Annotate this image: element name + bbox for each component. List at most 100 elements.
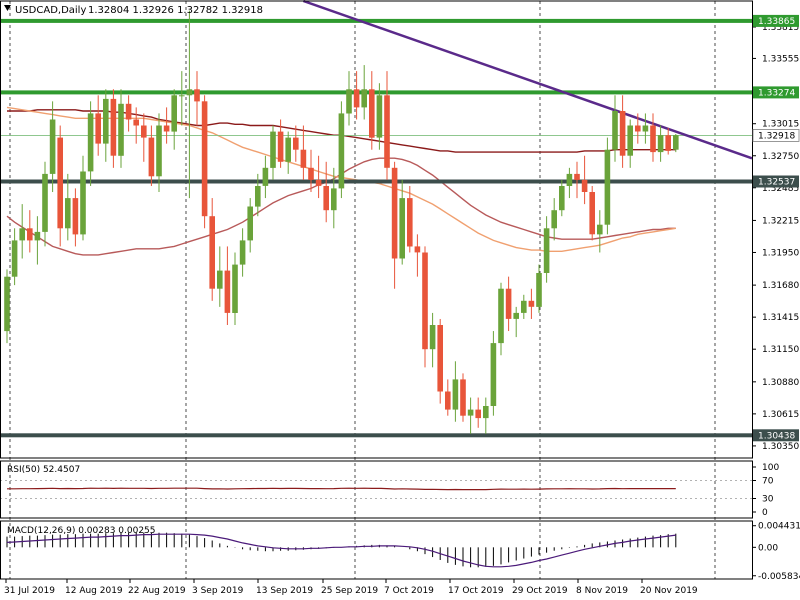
level-tag-bg [753, 429, 799, 442]
candle-body [224, 270, 231, 313]
candle-body [255, 186, 261, 207]
candle-body [323, 186, 329, 211]
candle-body [95, 113, 101, 144]
candle-body [498, 288, 504, 344]
candle-body [391, 167, 398, 259]
price-tick-label: 1.32485 [762, 184, 799, 194]
current-price-tag-text: 1.32918 [758, 131, 795, 141]
candle-body [34, 231, 41, 241]
time-tick-label: 12 Aug 2019 [65, 586, 123, 596]
candle-body [80, 171, 86, 235]
level-tag-text: 1.33865 [758, 17, 795, 27]
candle-body [635, 125, 641, 132]
candle-body [179, 95, 185, 97]
candle-body [505, 288, 512, 319]
candle-body [232, 264, 238, 313]
price-tick-label: 1.32215 [762, 216, 799, 226]
time-axis-labels: 31 Jul 2019 12 Aug 2019 22 Aug 2019 3 Sep 2… [4, 579, 698, 596]
candle-body [57, 137, 63, 229]
symbol-menu-triangle-icon[interactable] [4, 5, 11, 11]
candle-body [422, 252, 428, 350]
candle-body [27, 228, 33, 241]
candle-body [642, 125, 649, 132]
time-tick-label: 22 Aug 2019 [128, 586, 186, 596]
time-tick-label: 3 Sep 2019 [192, 586, 244, 596]
candle-body [467, 409, 474, 416]
trendline [302, 0, 753, 160]
time-tick-label: 29 Oct 2019 [512, 586, 568, 596]
candle-body [650, 125, 656, 153]
candle-body [209, 216, 215, 289]
macd-signal-line [6, 533, 676, 568]
level-line-1 [0, 18, 752, 23]
candle-body [399, 198, 405, 259]
candle-body [627, 125, 633, 156]
candle-body [604, 149, 611, 225]
candle-body [125, 103, 132, 120]
panel-frame-2 [0, 460, 753, 519]
rsi-line [7, 487, 676, 491]
candle-body [300, 149, 307, 168]
rsi-tick-label: 0 [762, 508, 768, 518]
price-tick-label: 1.30350 [762, 442, 799, 452]
candle-body [619, 111, 626, 156]
candle-body [581, 179, 588, 192]
candle-body [277, 131, 284, 162]
time-tick-label: 7 Oct 2019 [384, 586, 434, 596]
candle-body [156, 125, 162, 177]
candle-body [460, 379, 466, 416]
candle-body [513, 312, 519, 319]
time-tick-label: 25 Sep 2019 [321, 586, 378, 596]
level-tag-bg [753, 14, 799, 27]
chart-ohlc-readout: 1.32804 1.32926 1.32782 1.32918 [88, 5, 263, 16]
candles [4, 10, 679, 434]
macd-label: MACD(12,26,9) 0.00283 0.00255 [7, 526, 156, 536]
rsi-panel [0, 480, 752, 499]
time-tick-label: 17 Oct 2019 [448, 586, 504, 596]
current-price-tag-bg [752, 128, 800, 142]
candle-body [429, 325, 436, 350]
candle-body [543, 228, 550, 273]
candle-body [308, 167, 314, 180]
horizontal-levels [0, 18, 752, 438]
time-tick-label: 31 Jul 2019 [4, 586, 55, 596]
candle-body [346, 89, 352, 114]
candle-body [72, 198, 79, 235]
price-tick-label: 1.31680 [762, 281, 799, 291]
panel-frame-1 [0, 0, 753, 459]
candle-body [361, 89, 367, 108]
candle-body [338, 113, 345, 189]
axis-frame [0, 0, 753, 580]
level-line-2 [0, 90, 752, 95]
candle-body [452, 379, 459, 410]
candle-body [528, 300, 535, 307]
candle-body [331, 188, 337, 211]
rsi-label: RSI(50) 52.4507 [7, 465, 80, 475]
candle-body [566, 173, 573, 186]
candle-body [475, 409, 481, 419]
candle-body [673, 135, 679, 150]
level-tag-text: 1.33274 [758, 88, 795, 98]
level-price-tags: 1.33865 1.33274 1.32537 1.30438 1.32918 [752, 14, 800, 442]
macd-panel [6, 532, 677, 568]
price-tick-label: 1.33815 [762, 23, 799, 33]
price-tick-label: 1.31950 [762, 249, 799, 259]
candle-body [201, 101, 208, 217]
candle-body [110, 98, 117, 156]
candle-body [665, 135, 671, 151]
candle-body [574, 173, 580, 180]
price-axis-labels: 1.33815 1.33555 1.33015 1.32750 1.32485 1.322… [752, 23, 800, 582]
price-tick-label: 1.30615 [762, 410, 799, 420]
candle-body [521, 300, 527, 313]
macd-tick-label: 0.00 [758, 543, 778, 553]
price-tick-label: 1.31415 [762, 313, 799, 323]
price-tick-label: 1.33555 [762, 54, 799, 64]
price-tick-label: 1.32750 [762, 152, 799, 162]
level-line-4 [0, 433, 752, 438]
candle-body [315, 179, 322, 186]
candle-body [65, 198, 71, 229]
level-tag-text: 1.32537 [758, 178, 795, 188]
candle-body [293, 137, 299, 150]
price-tick-label: 1.30880 [762, 378, 799, 388]
